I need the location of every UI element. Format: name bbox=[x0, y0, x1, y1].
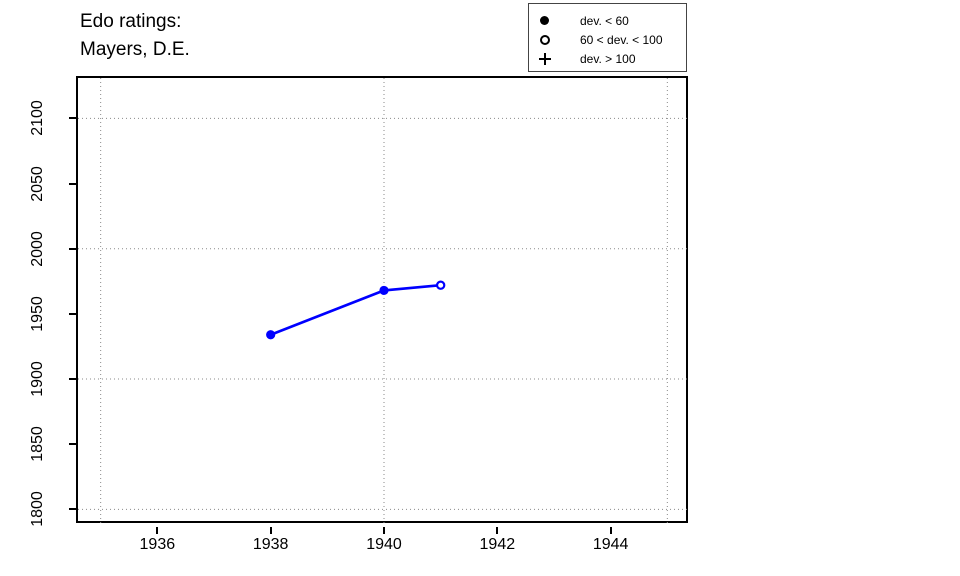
data-point bbox=[379, 285, 389, 296]
legend: dev. < 60 60 < dev. < 100 dev. > 100 bbox=[528, 3, 687, 72]
y-tick-label: 2100 bbox=[29, 100, 46, 137]
rating-line bbox=[269, 283, 442, 337]
x-tick bbox=[609, 527, 612, 534]
chart-title-line2: Mayers, D.E. bbox=[80, 39, 190, 60]
y-tick-label: 1850 bbox=[29, 426, 46, 462]
plot-area bbox=[76, 76, 690, 525]
y-tick-label: 2050 bbox=[29, 165, 46, 202]
y-tick-label: 1900 bbox=[29, 361, 46, 397]
y-tick bbox=[69, 378, 76, 381]
x-tick bbox=[269, 527, 272, 534]
data-point bbox=[266, 330, 276, 340]
legend-label: 60 < dev. < 100 bbox=[580, 32, 663, 47]
y-tick bbox=[69, 117, 76, 120]
x-tick-label: 1942 bbox=[479, 536, 516, 553]
y-tick bbox=[69, 312, 76, 315]
chart-title-line1: Edo ratings: bbox=[80, 11, 182, 32]
legend-label: dev. > 100 bbox=[580, 51, 636, 66]
plot-canvas bbox=[78, 78, 690, 525]
y-tick bbox=[69, 508, 76, 511]
filled-circle-icon bbox=[535, 16, 554, 25]
chart-title: Edo ratings: Mayers, D.E. bbox=[80, 8, 190, 64]
legend-label: dev. < 60 bbox=[580, 13, 629, 28]
plus-icon bbox=[535, 52, 554, 65]
legend-item-dev-60-100: 60 < dev. < 100 bbox=[535, 30, 686, 49]
x-tick-label: 1944 bbox=[592, 536, 629, 553]
x-tick bbox=[156, 527, 159, 534]
x-tick bbox=[496, 527, 499, 534]
x-tick bbox=[383, 527, 385, 534]
y-tick-label: 2000 bbox=[29, 230, 46, 267]
data-point bbox=[435, 280, 446, 290]
legend-item-dev-lt-60: dev. < 60 bbox=[535, 11, 686, 30]
y-tick bbox=[69, 182, 76, 185]
y-tick bbox=[69, 443, 76, 446]
y-tick bbox=[69, 247, 76, 250]
x-tick-label: 1940 bbox=[366, 536, 402, 553]
x-tick-label: 1938 bbox=[252, 536, 289, 553]
x-tick-label: 1936 bbox=[139, 536, 176, 553]
y-tick-label: 1950 bbox=[29, 296, 46, 332]
y-tick-label: 1800 bbox=[29, 491, 46, 528]
legend-item-dev-gt-100: dev. > 100 bbox=[535, 49, 686, 68]
open-circle-icon bbox=[535, 34, 554, 45]
